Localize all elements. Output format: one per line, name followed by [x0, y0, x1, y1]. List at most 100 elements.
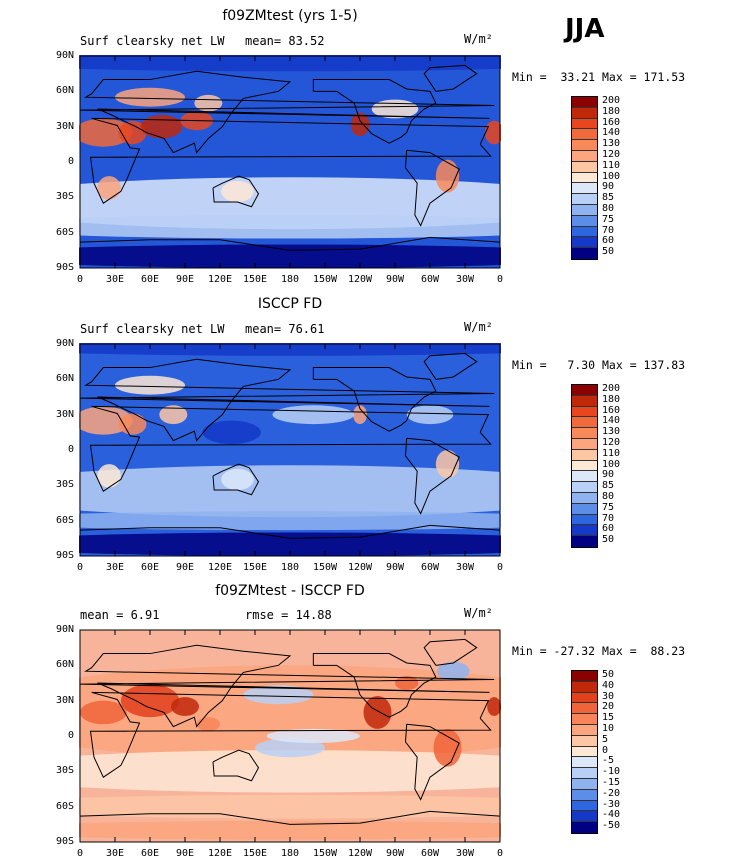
lon-tick-label: 60W [420, 848, 440, 859]
colorbar-swatch [572, 681, 597, 693]
field-region [435, 159, 460, 193]
lat-tick-label: 30N [55, 694, 74, 706]
colorbar-label: 140 [602, 127, 621, 139]
colorbar-swatch [572, 118, 597, 130]
colorbar-swatch [572, 757, 597, 769]
field-region [243, 685, 314, 705]
colorbar-label: 110 [602, 159, 621, 171]
field-region [353, 405, 367, 425]
lat-tick-label: 90S [55, 550, 74, 561]
lon-tick-label: 60E [140, 562, 160, 573]
field-region [221, 468, 254, 491]
panel-left-label: Surf clearsky net LW [80, 322, 225, 336]
colorbar-swatch [572, 215, 597, 227]
field-region [433, 728, 462, 767]
lat-tick-label: 60N [55, 659, 74, 671]
field-region [79, 750, 501, 793]
panel-stat: mean= 83.52 [245, 34, 325, 48]
colorbar-swatch [572, 746, 597, 758]
lon-tick-label: 120W [347, 562, 373, 573]
colorbar-swatch [572, 237, 597, 249]
colorbar-swatch [572, 226, 597, 238]
lon-tick-label: 90W [385, 562, 405, 573]
colorbar-label: 40 [602, 679, 615, 691]
colorbar-swatch [572, 471, 597, 483]
field-region [395, 675, 419, 691]
colorbar-label: 160 [602, 404, 621, 416]
lon-tick-label: 0 [496, 562, 504, 573]
panel-minmax: Min = 7.30 Max = 137.83 [512, 358, 686, 372]
colorbar-label: 120 [602, 149, 621, 160]
field-region [363, 695, 392, 729]
colorbar-swatch [572, 768, 597, 779]
coastline [404, 149, 460, 227]
lon-tick-label: 90E [175, 562, 195, 573]
colorbar-label: 80 [602, 491, 615, 502]
field-region [406, 405, 454, 425]
colorbar-swatch [572, 492, 597, 504]
lon-tick-label: 30E [105, 562, 125, 573]
lon-tick-label: 90E [175, 274, 195, 285]
colorbar-label: 200 [602, 95, 621, 106]
field-region [221, 180, 254, 203]
lat-tick-label: 30S [55, 765, 74, 777]
coastline [212, 463, 260, 496]
lat-tick-label: 60S [55, 514, 74, 526]
panel-stat: mean= 76.61 [245, 322, 325, 336]
colorbar-swatch [572, 183, 597, 195]
colorbar-swatch [572, 248, 597, 259]
colorbar-swatch [572, 703, 597, 715]
lon-tick-label: 90W [385, 274, 405, 285]
lat-tick-label: 90S [55, 836, 74, 847]
field-region [79, 118, 133, 147]
colorbar-label: 0 [602, 744, 609, 756]
coastline [79, 236, 501, 251]
colorbar-label: -10 [602, 766, 621, 778]
field-region [140, 114, 183, 139]
panel-title: f09ZMtest - ISCCP FD [215, 583, 365, 599]
colorbar-swatch [572, 671, 597, 682]
colorbar-label: 50 [602, 534, 615, 546]
lon-tick-label: 0 [76, 848, 84, 859]
coastline [79, 70, 495, 154]
colorbar-swatch [572, 789, 597, 801]
lat-tick-label: 90N [55, 624, 74, 635]
lat-tick-label: 30S [55, 191, 74, 203]
lon-tick-label: 30E [105, 274, 125, 285]
colorbar-swatch [572, 395, 597, 407]
coastline [79, 524, 501, 539]
colorbar [571, 670, 598, 834]
colorbar-swatch [572, 449, 597, 461]
lon-tick-label: 60W [420, 274, 440, 285]
field-region [115, 375, 185, 395]
colorbar-swatch [572, 822, 597, 833]
map-plot [79, 55, 501, 269]
field-region [194, 94, 223, 112]
lon-tick-label: 180 [280, 274, 300, 285]
lon-tick-label: 120W [347, 274, 373, 285]
lon-tick-label: 120W [347, 848, 373, 859]
colorbar-label: 85 [602, 480, 615, 492]
coastline [89, 117, 492, 204]
field-region [79, 244, 501, 268]
colorbar-label: 120 [602, 437, 621, 448]
lat-tick-label: 60N [55, 373, 74, 385]
coastline [312, 79, 437, 144]
lon-tick-label: 150E [242, 848, 268, 859]
lon-tick-label: 0 [76, 274, 84, 285]
colorbar-swatch [572, 140, 597, 151]
colorbar-swatch [572, 107, 597, 119]
colorbar [571, 384, 598, 548]
colorbar-swatch [572, 97, 597, 108]
lon-tick-label: 90E [175, 848, 195, 859]
field-region [79, 820, 501, 840]
colorbar-label: -40 [602, 809, 621, 821]
coastline [423, 64, 478, 92]
field-region [255, 738, 325, 758]
colorbar-label: 160 [602, 116, 621, 128]
lon-tick-label: 150E [242, 274, 268, 285]
colorbar-swatch [572, 536, 597, 547]
colorbar-label: 50 [602, 669, 615, 680]
colorbar-swatch [572, 428, 597, 439]
lat-tick-label: 0 [67, 444, 74, 455]
